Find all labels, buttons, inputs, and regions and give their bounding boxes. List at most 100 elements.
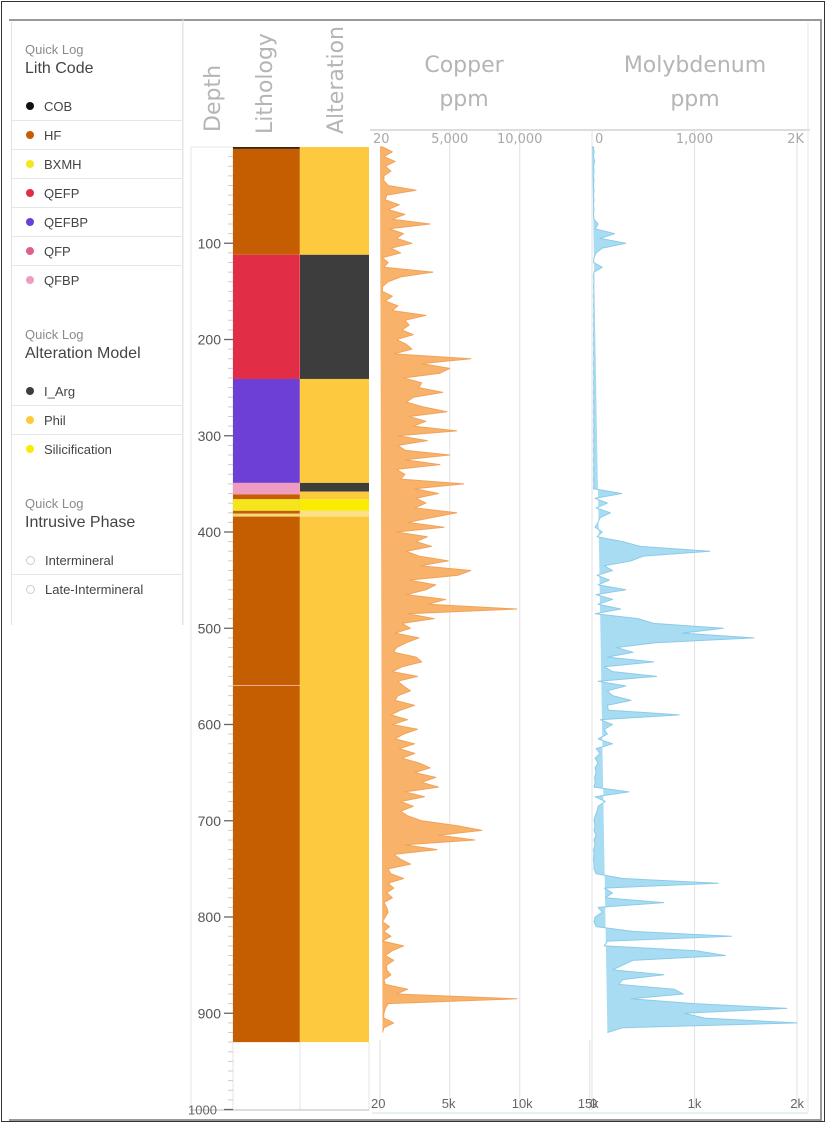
molybdenum-bottom-tick-label: 2k [790,1096,804,1111]
legend-dot-icon [26,387,34,395]
molybdenum-bottom-tick-label: 0 [590,1096,597,1111]
copper-top-tick-label: 10,000 [497,132,543,147]
alteration-interval-phil [300,516,369,1043]
depth-tick-label: 400 [198,524,222,540]
legend-label: QFP [44,243,71,259]
legend-sidebar: Quick Log Lith Code COB HF BXMH QEFP QEFBP QF… [11,22,183,625]
lithology-interval-qefbp [233,378,300,483]
section-kicker: Quick Log [25,42,84,57]
legend-item-phil[interactable]: Phil [12,406,182,435]
lithology-interval-cob [233,147,300,149]
header-copper-unit: ppm [439,87,488,112]
molybdenum-track [0,146,798,1043]
legend-dot-icon [26,131,34,139]
copper-bottom-tick-label: 20 [371,1096,385,1111]
lithology-interval-qefp [233,254,300,379]
molybdenum-top-tick-label: 2K [787,132,804,147]
alteration-interval-phil [300,510,369,517]
depth-tick-label: 600 [198,717,222,733]
header-lithology: Lithology [253,33,278,134]
legend-item-qfp[interactable]: QFP [12,237,182,266]
molybdenum-top-tick-label: 0 [595,132,603,147]
section-title: Lith Code [25,60,94,77]
legend-item-intermineral[interactable]: Intermineral [12,546,182,575]
lithology-interval-qfbp [233,685,300,687]
depth-tick-label: 300 [198,428,222,444]
lithology-interval-hf [233,686,300,1043]
legend-item-silicification[interactable]: Silicification [12,435,182,463]
legend-section-intrusive-phase: Quick Log Intrusive Phase Intermineral La… [12,496,182,603]
legend-item-qefbp[interactable]: QEFBP [12,208,182,237]
legend-item-late-intermineral[interactable]: Late-Intermineral [12,575,182,603]
section-title: Intrusive Phase [25,514,136,531]
legend-dot-icon [26,555,35,565]
legend-label: QEFP [44,185,80,201]
legend-dot-icon [26,247,34,255]
depth-tick-label: 200 [198,332,222,348]
alteration-interval-i-arg [300,482,369,492]
header-depth: Depth [201,65,226,132]
lithology-interval-hf [233,510,300,514]
header-molybdenum-unit: ppm [670,87,719,112]
copper-track [0,146,518,1043]
depth-axis: 100 200 300 400 500 600 700 800 900 1000 [188,156,233,1118]
legend-dot-icon [26,445,34,453]
header-alteration: Alteration [324,26,349,134]
alteration-interval-silicification [300,499,369,511]
grid-lines [182,18,810,1114]
section-kicker: Quick Log [25,327,84,342]
section-title: Alteration Model [25,345,141,362]
copper-top-tick-label: 5,000 [431,132,468,147]
depth-tick-label: 100 [198,235,222,251]
copper-bottom-tick-label: 10k [512,1096,533,1111]
copper-bottom-tick-label: 5k [442,1096,456,1111]
legend-label: Late-Intermineral [45,581,144,597]
legend-section-alteration-model: Quick Log Alteration Model I_Arg Phil Sili… [12,327,182,463]
section-kicker: Quick Log [25,496,84,511]
lithology-interval-qfbp [233,482,300,495]
molybdenum-bottom-tick-label: 1k [688,1096,702,1111]
legend-label: QFBP [44,272,80,288]
alteration-interval-phil [300,147,369,255]
legend-item-i-arg[interactable]: I_Arg [12,377,182,406]
legend-label: BXMH [44,156,82,172]
lithology-interval-bxmh [233,499,300,511]
header-copper: Copper [424,53,504,78]
alteration-interval-phil [300,491,369,500]
alteration-interval-i-arg [300,254,369,379]
alteration-interval-phil [300,378,369,483]
depth-tick-label: 700 [198,813,222,829]
legend-label: Silicification [44,441,112,457]
legend-item-qefp[interactable]: QEFP [12,179,182,208]
legend-dot-icon [26,584,35,594]
lithology-interval-hf [233,148,300,255]
lithology-interval-hf [233,494,300,500]
legend-item-bxmh[interactable]: BXMH [12,150,182,179]
legend-item-cob[interactable]: COB [12,92,182,121]
copper-area [380,146,518,1033]
legend-dot-icon [26,102,34,110]
molybdenum-top-tick-label: 1,000 [676,132,713,147]
copper-bottom-tick-label: 15k [578,1096,599,1111]
header-molybdenum: Molybdenum [624,53,766,78]
legend-item-qfbp[interactable]: QFBP [12,266,182,294]
legend-section-lith-code: Quick Log Lith Code COB HF BXMH QEFP QEFBP QF… [12,42,182,294]
legend-label: Phil [44,412,66,428]
depth-tick-label: 500 [198,620,222,636]
legend-item-hf[interactable]: HF [12,121,182,150]
legend-dot-icon [26,189,34,197]
lithology-interval-bxmh [233,513,300,517]
legend-label: COB [44,98,73,114]
lithology-interval-hf [233,516,300,686]
log-panel-frame [9,19,822,1121]
legend-dot-icon [26,160,34,168]
depth-tick-label: 800 [198,909,222,925]
legend-label: I_Arg [44,383,76,399]
legend-dot-icon [26,416,34,424]
legend-dot-icon [26,218,34,226]
copper-top-tick-label: 20 [373,132,390,147]
legend-label: Intermineral [45,552,114,568]
